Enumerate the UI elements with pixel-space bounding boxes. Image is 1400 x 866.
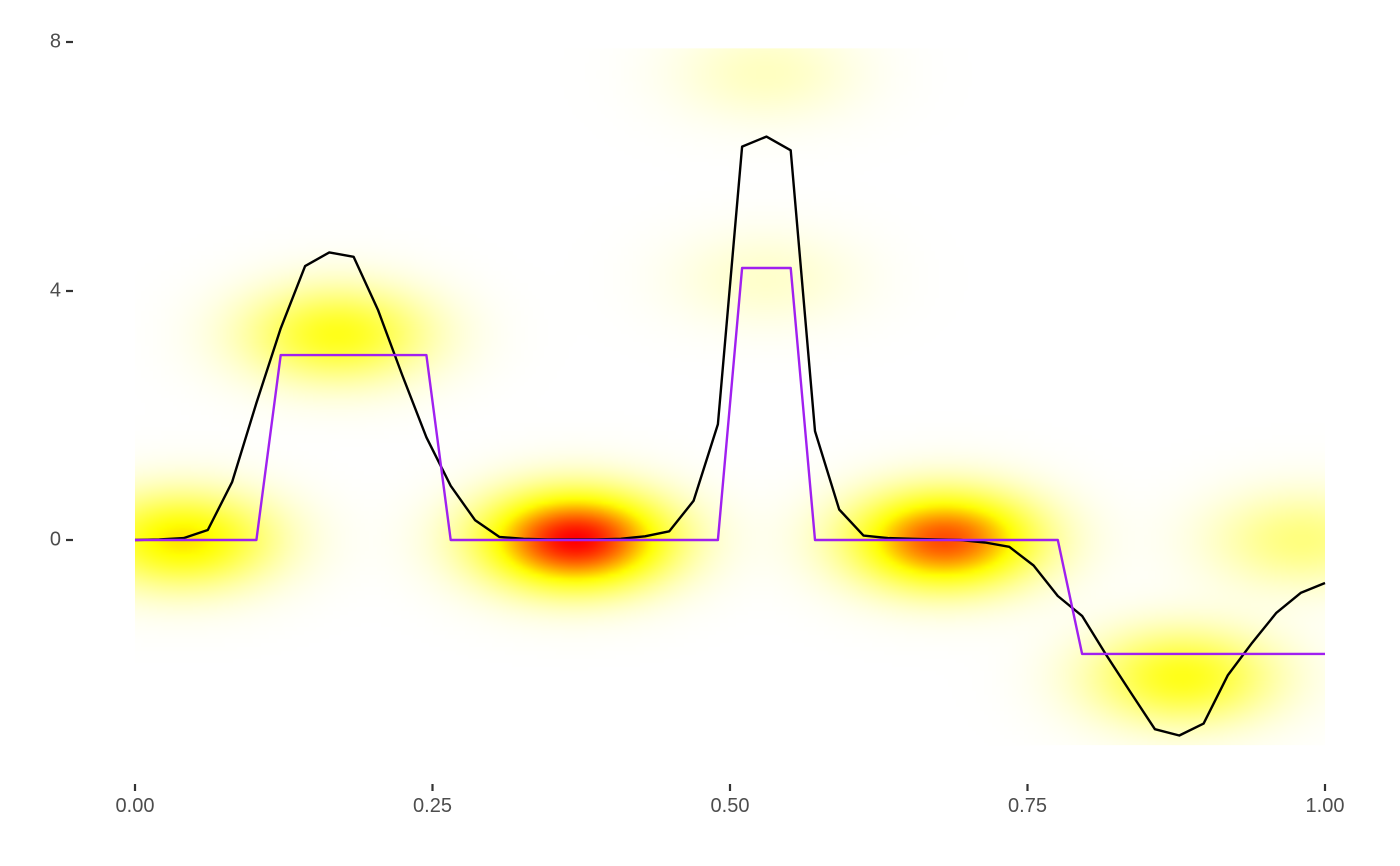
x-tick-label: 0.25 <box>413 795 452 817</box>
series-layer <box>134 135 1326 737</box>
y-tick-label: 0 <box>50 528 61 550</box>
x-tick-label: 0.50 <box>711 795 750 817</box>
x-tick-label: 0.75 <box>1008 795 1047 817</box>
plot-panel <box>134 48 1326 746</box>
y-tick-label: 4 <box>50 279 61 301</box>
y-tick-label: 8 <box>50 30 61 52</box>
x-axis: 0.00 0.25 0.50 0.75 1.00 <box>116 784 1345 817</box>
series-line-black <box>134 135 1326 737</box>
y-axis: 0 4 8 <box>50 30 73 550</box>
series-line-purple-step <box>135 266 1325 656</box>
x-tick-label: 1.00 <box>1306 795 1345 817</box>
x-tick-label: 0.00 <box>116 795 155 817</box>
